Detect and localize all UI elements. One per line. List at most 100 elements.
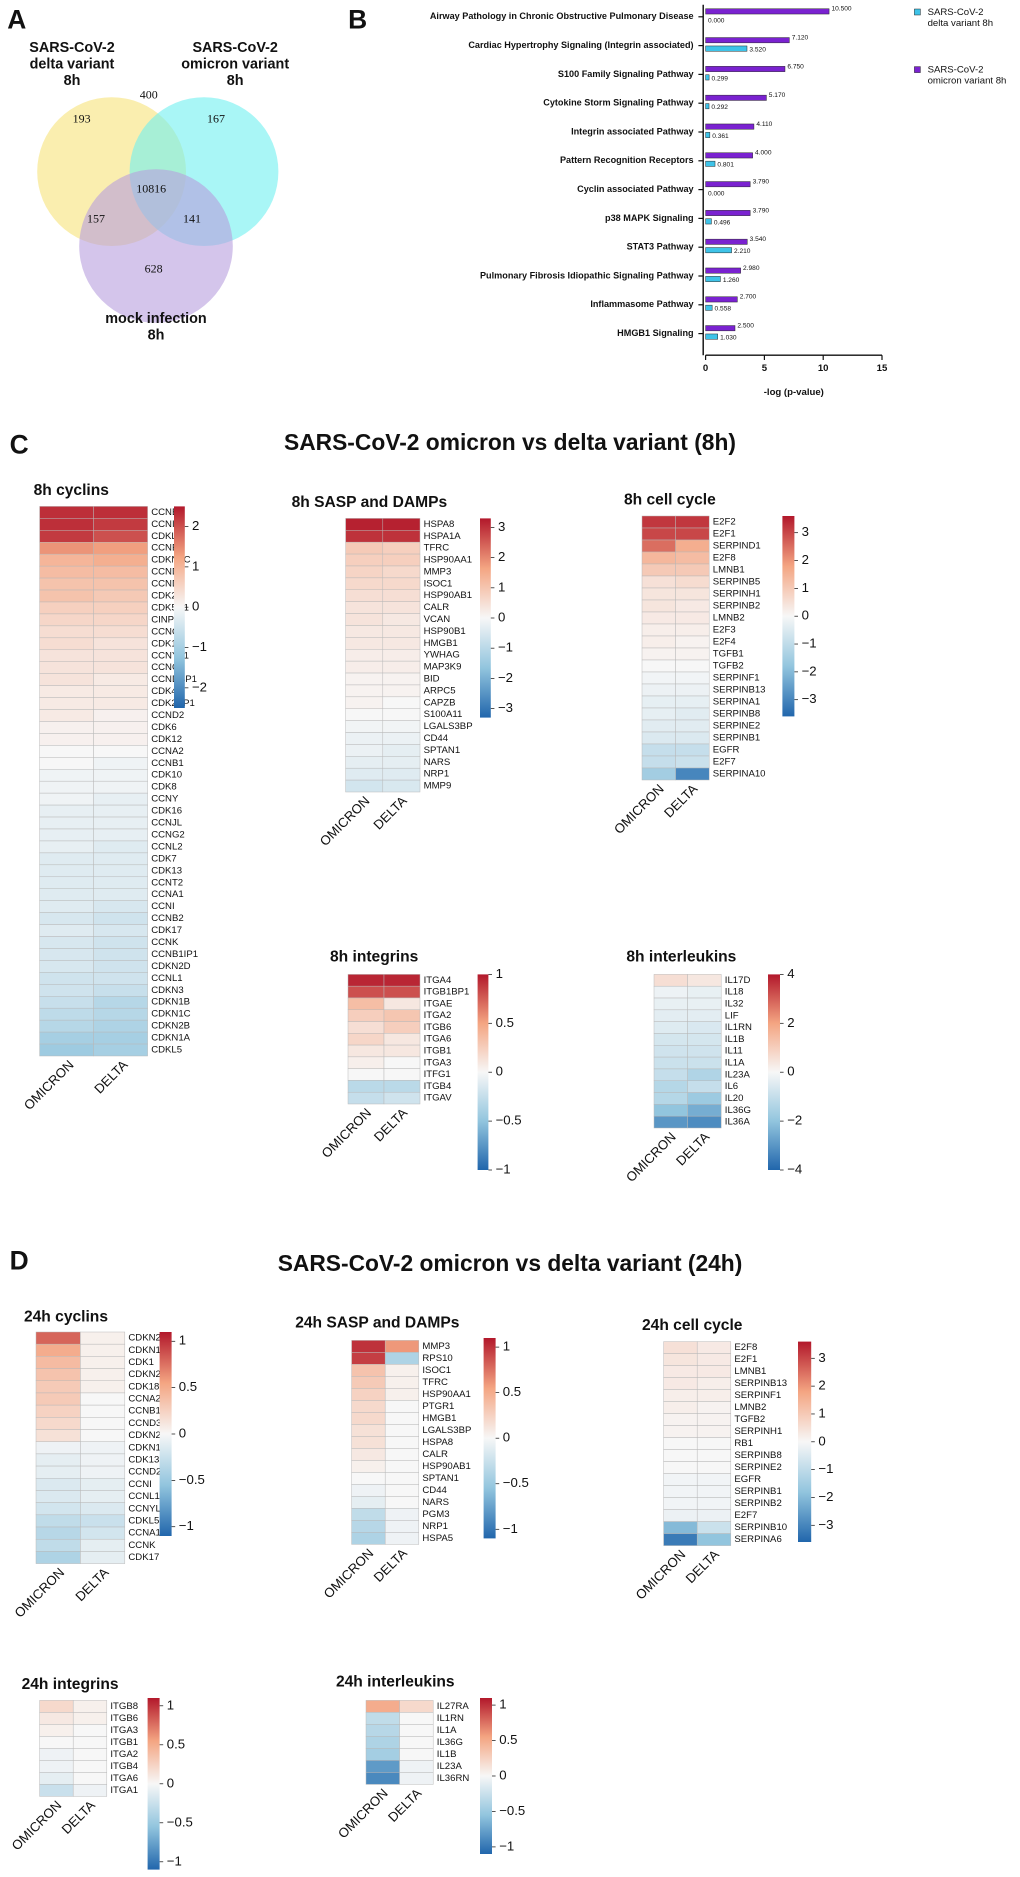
row-label: HSPA8	[422, 1437, 453, 1448]
heatmap-cell	[382, 553, 421, 567]
row-label: SERPINB1	[713, 733, 760, 744]
heatmap-cell	[345, 708, 384, 721]
bar-value-label: 3.520	[749, 47, 766, 54]
row-label: ITGB4	[424, 1081, 452, 1092]
heatmap-cell	[93, 864, 148, 878]
heatmap-cell	[687, 985, 722, 999]
heatmap-cell	[696, 1533, 732, 1546]
heatmap-cell	[365, 1736, 400, 1749]
row-label: SERPIND1	[713, 541, 761, 552]
row-label: CCNB1IP1	[151, 949, 198, 960]
row-label: CDK8	[151, 782, 177, 793]
heatmap-cell	[39, 661, 94, 674]
heatmap-cell	[696, 1401, 732, 1414]
heatmap-cell	[93, 984, 148, 997]
heatmap-cell	[663, 1521, 698, 1534]
heatmap-cell	[345, 613, 384, 626]
row-label: ITGA1	[110, 1785, 138, 1796]
heatmap-cell	[399, 1772, 434, 1785]
heatmap-cell	[35, 1465, 81, 1479]
row-label: ITGA2	[110, 1749, 138, 1760]
venn-set	[79, 169, 233, 323]
heatmap-cell	[663, 1365, 698, 1378]
bar	[705, 325, 736, 332]
heatmap-cell	[35, 1538, 81, 1552]
heatmap-cell	[653, 985, 688, 999]
heatmap-cell	[384, 1424, 420, 1437]
bar	[705, 247, 732, 254]
heatmap-cell	[675, 671, 710, 685]
row-label: SERPINB5	[713, 577, 760, 588]
colorbar-tick-label: −3	[818, 1517, 833, 1532]
heatmap-cell	[39, 733, 94, 746]
bar-value-label: 2.500	[737, 323, 754, 330]
row-label: ITGA4	[424, 975, 452, 986]
row-label: TGFB1	[713, 649, 744, 660]
colorbar-tick-label: −1	[498, 640, 513, 655]
heatmap-cell	[384, 1472, 420, 1485]
heatmap-cell	[345, 756, 384, 769]
row-label: CDK12	[151, 734, 182, 745]
heatmap-title: 24h interleukins	[336, 1674, 455, 1691]
heatmap-cell	[675, 575, 710, 589]
heatmap-cell	[641, 659, 676, 673]
heatmap-cell	[399, 1724, 434, 1737]
legend-swatch	[914, 66, 921, 73]
heatmap-cell	[653, 1009, 688, 1022]
colorbar	[174, 506, 185, 708]
venn-count: 167	[207, 112, 225, 126]
heatmap-cell	[93, 900, 148, 913]
venn-set-label: mock infection 8h	[105, 311, 206, 344]
panel-label: A	[7, 5, 26, 35]
colorbar-tick-label: 0.5	[503, 1384, 521, 1399]
x-tick-label: 10	[818, 363, 829, 374]
row-label: CALR	[424, 602, 450, 613]
colorbar-tick-label: 1	[179, 1333, 186, 1348]
heatmap-cell	[382, 613, 421, 626]
row-label: IL1RN	[725, 1022, 752, 1033]
heatmap-cell	[39, 697, 94, 710]
heatmap-cell	[39, 1043, 94, 1057]
row-label: PTGR1	[422, 1401, 454, 1412]
row-label: HSPA5	[422, 1533, 453, 1544]
row-label: CDK6	[151, 722, 177, 733]
heatmap-cell	[345, 518, 384, 531]
heatmap-cell	[351, 1532, 386, 1545]
colorbar-tick-label: 1	[496, 966, 503, 981]
heatmap-cell	[39, 649, 94, 662]
heatmap-cell	[383, 985, 421, 999]
row-label: CCNA2	[151, 746, 183, 757]
category-label: HMGB1 Signaling	[617, 328, 693, 338]
column-label: DELTA	[385, 1785, 424, 1824]
heatmap-cell	[93, 960, 148, 973]
bar-value-label: 3.540	[750, 236, 767, 243]
heatmap-cell	[345, 565, 384, 579]
row-label: EGFR	[734, 1474, 761, 1485]
heatmap-cell	[347, 1080, 385, 1093]
row-label: SERPINF1	[734, 1390, 781, 1401]
row-label: IL32	[725, 998, 744, 1009]
heatmap-cell	[663, 1509, 698, 1522]
heatmap-cell	[35, 1453, 81, 1467]
heatmap-cell	[72, 1712, 108, 1725]
heatmap-cell	[39, 518, 94, 531]
category-label: Airway Pathology in Chronic Obstructive …	[430, 11, 694, 21]
colorbar-tick-label: 1	[167, 1697, 174, 1712]
colorbar-tick-label: −1	[503, 1521, 518, 1536]
heatmap-cell	[696, 1353, 732, 1366]
heatmap-cell	[345, 589, 384, 602]
heatmap-cell	[696, 1497, 732, 1510]
heatmap-cell	[39, 984, 94, 997]
heatmap-cell	[365, 1760, 400, 1773]
bar	[705, 267, 741, 274]
heatmap-cell	[641, 587, 676, 601]
heatmap-cell	[351, 1400, 386, 1413]
row-label: CCNY	[151, 794, 179, 805]
bar	[705, 74, 710, 81]
row-label: CDKN2B	[151, 1021, 190, 1032]
heatmap-cell	[35, 1490, 81, 1503]
bar	[705, 160, 716, 167]
heatmap-cell	[383, 1056, 421, 1069]
heatmap-cell	[345, 720, 384, 733]
heatmap-cell	[351, 1520, 386, 1533]
